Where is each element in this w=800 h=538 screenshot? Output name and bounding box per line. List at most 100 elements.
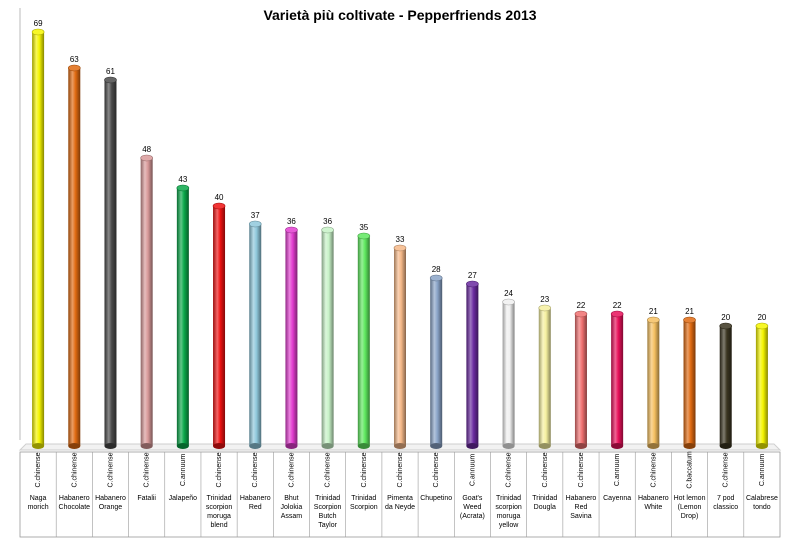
chart-title: Varietà più coltivate - Pepperfriends 20… — [263, 7, 536, 23]
table-frame — [19, 451, 781, 538]
bar-base — [104, 443, 117, 449]
bar-base — [647, 443, 660, 449]
category-label: Goat's Weed (Acrata) — [460, 495, 485, 520]
category-label: Fatalii — [137, 495, 156, 502]
category-label: Habanero White — [638, 495, 669, 511]
data-label: 36 — [323, 217, 332, 226]
species-label: C.baccatum — [687, 451, 694, 489]
bar-2: 61 — [104, 67, 117, 449]
category-label: Naga morich — [28, 495, 49, 511]
species-label: C.chinense — [578, 452, 585, 487]
bar-body — [430, 278, 443, 446]
bar-cap — [719, 322, 733, 330]
data-label: 23 — [540, 295, 549, 304]
bar-cap — [212, 202, 226, 210]
bar-cap — [248, 220, 262, 228]
bar-base — [321, 443, 334, 449]
bar-base — [32, 443, 45, 449]
data-label: 20 — [757, 313, 766, 322]
bar-12: 27 — [466, 271, 479, 449]
bar-cap — [104, 76, 117, 84]
bar-body — [68, 68, 81, 446]
bar-base — [430, 443, 443, 449]
bar-cap — [683, 316, 696, 324]
category-label: Calabrese tondo — [746, 495, 778, 511]
bar-base — [574, 443, 587, 449]
species-label: C.chinense — [288, 452, 295, 487]
category-label: Habanero Red — [240, 495, 271, 511]
bar-cap — [429, 274, 443, 282]
bar-13: 24 — [502, 289, 515, 449]
bar-3: 48 — [140, 145, 153, 449]
bar-base — [394, 443, 406, 449]
bar-20: 20 — [755, 313, 769, 449]
bar-8: 36 — [321, 217, 334, 449]
species-label: C.chinense — [216, 452, 223, 487]
bar-15: 22 — [574, 301, 588, 449]
species-label: C.chinense — [325, 452, 332, 487]
bar-body — [683, 320, 696, 446]
category-label: Chupetino — [420, 495, 452, 502]
data-label: 24 — [504, 289, 513, 298]
bar-body — [213, 206, 226, 446]
bar-9: 35 — [357, 223, 371, 449]
bar-body — [647, 320, 660, 446]
data-label: 36 — [287, 217, 296, 226]
species-label: C.chinense — [723, 452, 730, 487]
bar-body — [611, 314, 624, 446]
species-label: C.chinense — [506, 452, 513, 487]
bar-cap — [574, 310, 588, 318]
bar-5: 40 — [212, 193, 226, 449]
bar-cap — [466, 280, 479, 288]
bar-body — [176, 188, 189, 446]
category-label: Trinidad scorpion moruga yellow — [495, 495, 522, 529]
species-label: C.chinense — [542, 452, 549, 487]
bar-6: 37 — [248, 211, 262, 449]
species-label: C.chinense — [35, 452, 42, 487]
data-label: 35 — [359, 223, 368, 232]
bar-cap — [285, 226, 298, 234]
category-label: Cayenna — [603, 495, 631, 502]
data-label: 21 — [649, 307, 658, 316]
bar-base — [538, 443, 551, 449]
bar-base — [357, 443, 370, 449]
bar-base — [249, 443, 262, 449]
bar-cap — [357, 232, 371, 240]
bar-cap — [755, 322, 769, 330]
bar-body — [538, 308, 551, 446]
data-label: 27 — [468, 271, 477, 280]
bar-base — [176, 443, 189, 449]
bar-body — [104, 80, 117, 446]
species-label: C.chinense — [361, 452, 368, 487]
category-label: Habanero Orange — [95, 495, 126, 511]
bar-cap — [140, 154, 153, 162]
bar-18: 21 — [683, 307, 696, 449]
category-label: Hot lemon (Lemon Drop) — [674, 495, 706, 520]
bar-base — [213, 443, 226, 449]
category-label: Habanero Chocolate — [59, 495, 91, 511]
category-table: C.chinense Naga morich C.chinense Habanero Ch… — [19, 451, 781, 538]
bar-body — [140, 158, 153, 446]
bar-16: 22 — [610, 301, 624, 449]
bar-19: 20 — [719, 313, 733, 449]
data-label: 20 — [721, 313, 730, 322]
bar-series: 69 63 61 48 43 40 37 36 36 35 33 28 27 24 23 22 22 21 21 20… — [31, 19, 769, 449]
bar-base — [285, 443, 298, 449]
species-label: C.chinense — [144, 452, 151, 487]
bar-11: 28 — [429, 265, 443, 449]
data-label: 40 — [215, 193, 224, 202]
bar-body — [574, 314, 587, 446]
data-label: 43 — [178, 175, 187, 184]
category-label: 7 pod classico — [713, 495, 738, 511]
category-label: Bhut Jolokia Assam — [281, 495, 303, 520]
bar-7: 36 — [285, 217, 298, 449]
species-label: C.chinense — [252, 452, 259, 487]
bar-base — [611, 443, 624, 449]
bar-4: 43 — [176, 175, 190, 449]
bar-base — [502, 443, 515, 449]
category-label: Jalapeño — [169, 495, 198, 502]
bar-cap — [31, 28, 45, 36]
species-label: C.annuum — [180, 454, 187, 486]
bar-body — [357, 236, 370, 446]
